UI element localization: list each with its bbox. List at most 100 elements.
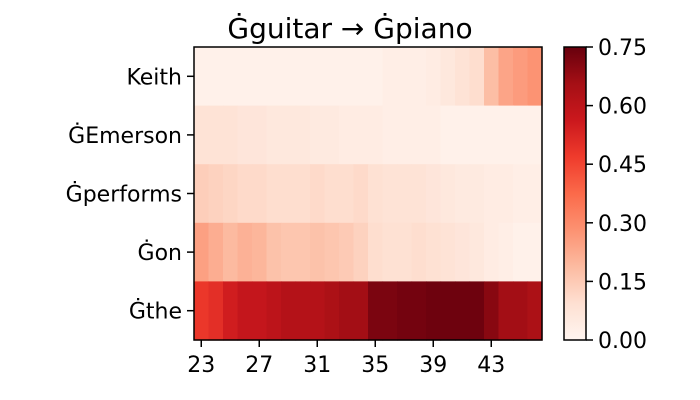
heatmap-cell: [295, 164, 311, 224]
heatmap-cell: [484, 47, 500, 107]
heatmap-cell: [411, 281, 427, 341]
heatmap-cell: [208, 105, 224, 165]
heatmap-cell: [440, 105, 456, 165]
heatmap-cell: [440, 222, 456, 282]
heatmap-cell: [194, 222, 210, 282]
heatmap-cell: [194, 47, 210, 107]
heatmap-cell: [411, 105, 427, 165]
heatmap-cell: [223, 105, 239, 165]
x-tick-label: 35: [361, 353, 389, 378]
heatmap-cell: [426, 164, 442, 224]
heatmap-cell: [353, 105, 369, 165]
colorbar-axis: 0.00 0.15 0.30 0.45 0.60 0.75: [586, 36, 647, 354]
y-tick-label: Ġthe: [129, 299, 182, 325]
heatmap-grid: [194, 47, 543, 341]
colorbar-tick-label: 0.60: [598, 95, 647, 120]
heatmap-cell: [411, 164, 427, 224]
heatmap-cell: [440, 281, 456, 341]
heatmap-cell: [339, 105, 355, 165]
heatmap-cell: [426, 47, 442, 107]
heatmap-cell: [498, 47, 514, 107]
heatmap-cell: [353, 164, 369, 224]
heatmap-cell: [426, 222, 442, 282]
heatmap-cell: [295, 47, 311, 107]
x-tick-label: 23: [187, 353, 215, 378]
heatmap-cell: [484, 164, 500, 224]
heatmap-cell: [426, 281, 442, 341]
heatmap-cell: [281, 281, 297, 341]
heatmap-cell: [498, 281, 514, 341]
heatmap-cell: [310, 47, 326, 107]
heatmap-cell: [237, 281, 253, 341]
x-tick-label: 27: [245, 353, 273, 378]
heatmap-cell: [223, 281, 239, 341]
heatmap-cell: [194, 281, 210, 341]
heatmap-cell: [527, 281, 543, 341]
x-tick-label: 43: [477, 353, 505, 378]
heatmap-cell: [411, 47, 427, 107]
heatmap-cell: [382, 281, 398, 341]
colorbar: [564, 47, 586, 340]
heatmap-cell: [484, 281, 500, 341]
heatmap-cell: [339, 281, 355, 341]
heatmap-cell: [498, 164, 514, 224]
y-tick-label: Ġon: [138, 240, 182, 266]
y-tick-label: ĠEmerson: [68, 123, 182, 149]
heatmap-cell: [252, 164, 268, 224]
colorbar-tick-label: 0.30: [598, 212, 647, 237]
heatmap-cell: [455, 105, 471, 165]
heatmap-cell: [411, 222, 427, 282]
heatmap-cell: [194, 164, 210, 224]
heatmap-cell: [208, 281, 224, 341]
colorbar-tick-label: 0.45: [598, 153, 647, 178]
heatmap-cell: [368, 281, 384, 341]
heatmap-cell: [324, 281, 340, 341]
heatmap-cell: [324, 47, 340, 107]
heatmap-cell: [484, 222, 500, 282]
heatmap-cell: [513, 105, 529, 165]
heatmap-cell: [513, 47, 529, 107]
heatmap-cell: [208, 47, 224, 107]
heatmap-cell: [237, 47, 253, 107]
heatmap-cell: [310, 105, 326, 165]
heatmap-cell: [208, 164, 224, 224]
heatmap-cell: [513, 281, 529, 341]
heatmap-cell: [281, 222, 297, 282]
heatmap-cell: [527, 222, 543, 282]
heatmap-cell: [382, 105, 398, 165]
heatmap-cell: [237, 164, 253, 224]
heatmap-cell: [440, 47, 456, 107]
heatmap-cell: [368, 105, 384, 165]
heatmap-cell: [455, 164, 471, 224]
heatmap-cell: [382, 47, 398, 107]
heatmap-cell: [237, 105, 253, 165]
heatmap-cell: [324, 105, 340, 165]
heatmap-cell: [469, 164, 485, 224]
heatmap-cell: [339, 222, 355, 282]
colorbar-tick-label: 0.00: [598, 329, 647, 354]
heatmap-cell: [397, 222, 413, 282]
heatmap-cell: [295, 105, 311, 165]
heatmap-cell: [513, 164, 529, 224]
heatmap-cell: [223, 222, 239, 282]
heatmap-cell: [484, 105, 500, 165]
heatmap-cell: [469, 105, 485, 165]
heatmap-cell: [527, 164, 543, 224]
heatmap-cell: [281, 105, 297, 165]
heatmap-cell: [310, 281, 326, 341]
heatmap-cell: [382, 164, 398, 224]
heatmap-cell: [527, 47, 543, 107]
x-tick-label: 31: [303, 353, 331, 378]
heatmap-cell: [382, 222, 398, 282]
heatmap-cell: [237, 222, 253, 282]
heatmap-cell: [353, 222, 369, 282]
heatmap-cell: [295, 222, 311, 282]
heatmap-cell: [455, 281, 471, 341]
heatmap-cell: [469, 222, 485, 282]
heatmap-cell: [455, 47, 471, 107]
heatmap-cell: [266, 164, 282, 224]
y-axis: Keith ĠEmerson Ġperforms Ġon Ġthe: [66, 65, 194, 325]
heatmap-cell: [368, 47, 384, 107]
heatmap-cell: [223, 47, 239, 107]
